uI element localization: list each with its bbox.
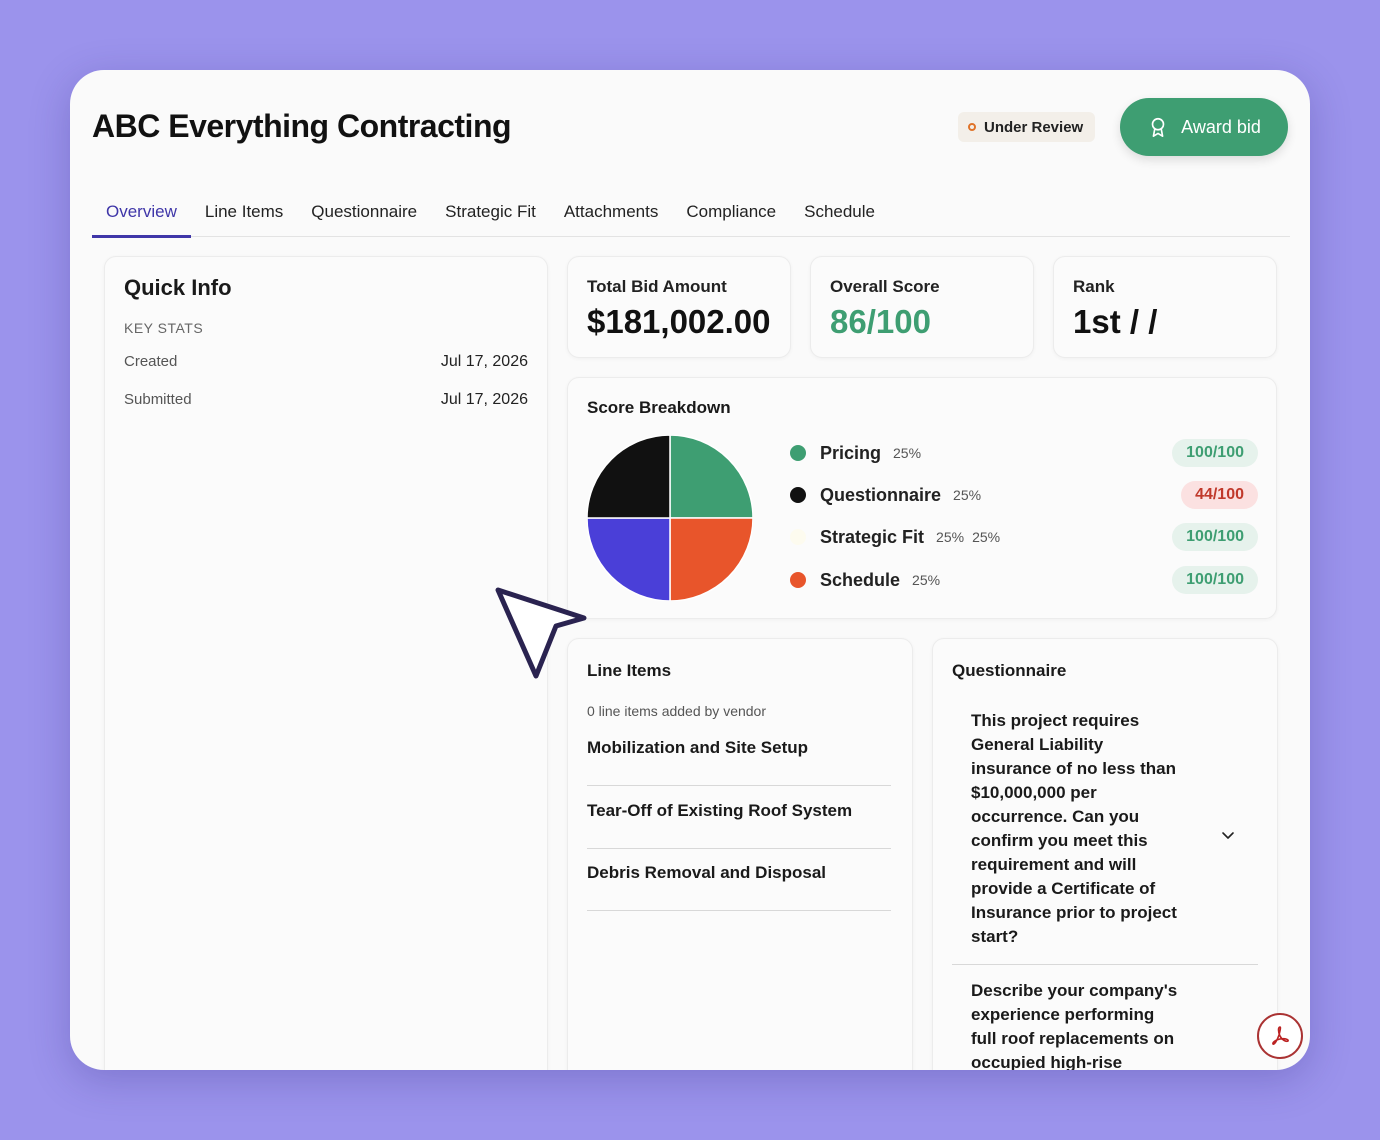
legend-weight: 25% <box>936 529 965 545</box>
pdf-icon <box>1272 1026 1289 1045</box>
question-text: Describe your company's experience perfo… <box>971 981 1178 1070</box>
overall-score-card: Overall Score 86/100 <box>810 256 1034 358</box>
legend-weight-extra: 25% <box>972 529 1001 545</box>
list-item[interactable]: Debris Removal and Disposal <box>587 849 891 911</box>
legend-name: Strategic Fit <box>820 526 925 547</box>
line-items-title: Line Items <box>587 661 672 680</box>
mouse-pointer-icon <box>495 587 587 679</box>
created-value: Jul 17, 2026 <box>440 353 528 370</box>
created-label: Created <box>124 353 178 370</box>
tab-attachments[interactable]: Attachments <box>563 202 659 221</box>
score-pie-chart <box>587 435 753 601</box>
legend-row-pricing: Pricing 25% 100/100 <box>790 438 1258 468</box>
score-pill: 44/100 <box>1181 481 1258 509</box>
total-bid-value: $181,002.00 <box>587 303 771 340</box>
legend-weight: 25% <box>953 487 982 503</box>
chevron-down-icon[interactable] <box>1220 827 1236 843</box>
legend-row-strategic-fit: Strategic Fit 25% 25% 100/100 <box>790 522 1258 552</box>
quick-info-card: Quick Info KEY STATS Created Jul 17, 202… <box>104 256 548 1070</box>
award-bid-button[interactable]: Award bid <box>1120 98 1288 156</box>
quick-info-title: Quick Info <box>124 275 232 300</box>
score-pill: 100/100 <box>1172 523 1258 551</box>
score-pill: 100/100 <box>1172 566 1258 594</box>
legend-weight: 25% <box>893 445 922 461</box>
overall-score-label: Overall Score <box>830 277 940 296</box>
created-row: Created Jul 17, 2026 <box>124 353 528 371</box>
questionnaire-dot-icon <box>790 487 806 503</box>
page-title: ABC Everything Contracting <box>92 108 512 144</box>
question-text: This project requires General Liability … <box>971 711 1177 946</box>
tab-schedule[interactable]: Schedule <box>804 202 875 221</box>
question-item[interactable]: This project requires General Liability … <box>952 709 1258 965</box>
tab-questionnaire[interactable]: Questionnaire <box>311 202 418 221</box>
score-pill: 100/100 <box>1172 439 1258 467</box>
legend-name: Pricing <box>820 442 882 463</box>
overall-score-value: 86/100 <box>830 303 931 340</box>
key-stats-heading: KEY STATS <box>124 320 204 336</box>
award-bid-label: Award bid <box>1181 116 1261 137</box>
questionnaire-title: Questionnaire <box>952 661 1067 680</box>
bid-detail-window: ABC Everything Contracting Under Review … <box>70 70 1310 1070</box>
score-breakdown-card: Score Breakdown Pricing 25% 100/100 Ques… <box>567 377 1277 619</box>
pie-slice-strategic-fit <box>587 517 671 601</box>
legend-row-questionnaire: Questionnaire 25% 44/100 <box>790 480 1258 510</box>
rank-value: 1st / / <box>1073 303 1158 340</box>
pie-slice-pricing <box>669 435 753 519</box>
strategic-fit-dot-icon <box>790 529 806 545</box>
score-breakdown-title: Score Breakdown <box>587 398 731 417</box>
tab-strategic-fit[interactable]: Strategic Fit <box>445 202 536 221</box>
submitted-label: Submitted <box>124 391 192 408</box>
status-badge: Under Review <box>958 112 1096 142</box>
pie-slice-questionnaire <box>587 435 671 519</box>
rank-label: Rank <box>1073 277 1115 296</box>
legend-weight: 25% <box>912 572 941 588</box>
line-items-card: Line Items 0 line items added by vendor … <box>567 638 913 1070</box>
legend-name: Questionnaire <box>820 484 942 505</box>
status-dot-icon <box>968 123 976 131</box>
total-bid-label: Total Bid Amount <box>587 277 727 296</box>
line-items-subtitle: 0 line items added by vendor <box>587 703 766 719</box>
tab-bar: Overview Line Items Questionnaire Strate… <box>92 194 1290 238</box>
questionnaire-card: Questionnaire This project requires Gene… <box>932 638 1278 1070</box>
list-item[interactable]: Mobilization and Site Setup <box>587 724 891 786</box>
question-item[interactable]: Describe your company's experience perfo… <box>952 979 1258 1070</box>
list-item[interactable]: Tear-Off of Existing Roof System <box>587 787 891 849</box>
award-ribbon-icon <box>1151 117 1165 137</box>
pie-slice-schedule <box>669 517 753 601</box>
submitted-value: Jul 17, 2026 <box>440 391 528 408</box>
rank-card: Rank 1st / / <box>1053 256 1277 358</box>
status-label: Under Review <box>984 118 1084 136</box>
tab-compliance[interactable]: Compliance <box>686 202 777 221</box>
schedule-dot-icon <box>790 572 806 588</box>
tab-line-items[interactable]: Line Items <box>204 202 284 221</box>
pdf-export-button[interactable] <box>1257 1013 1303 1059</box>
legend-row-schedule: Schedule 25% 100/100 <box>790 565 1258 595</box>
submitted-row: Submitted Jul 17, 2026 <box>124 391 528 409</box>
total-bid-card: Total Bid Amount $181,002.00 <box>567 256 791 358</box>
pricing-dot-icon <box>790 445 806 461</box>
legend-name: Schedule <box>820 569 901 590</box>
tab-overview[interactable]: Overview <box>92 194 191 238</box>
